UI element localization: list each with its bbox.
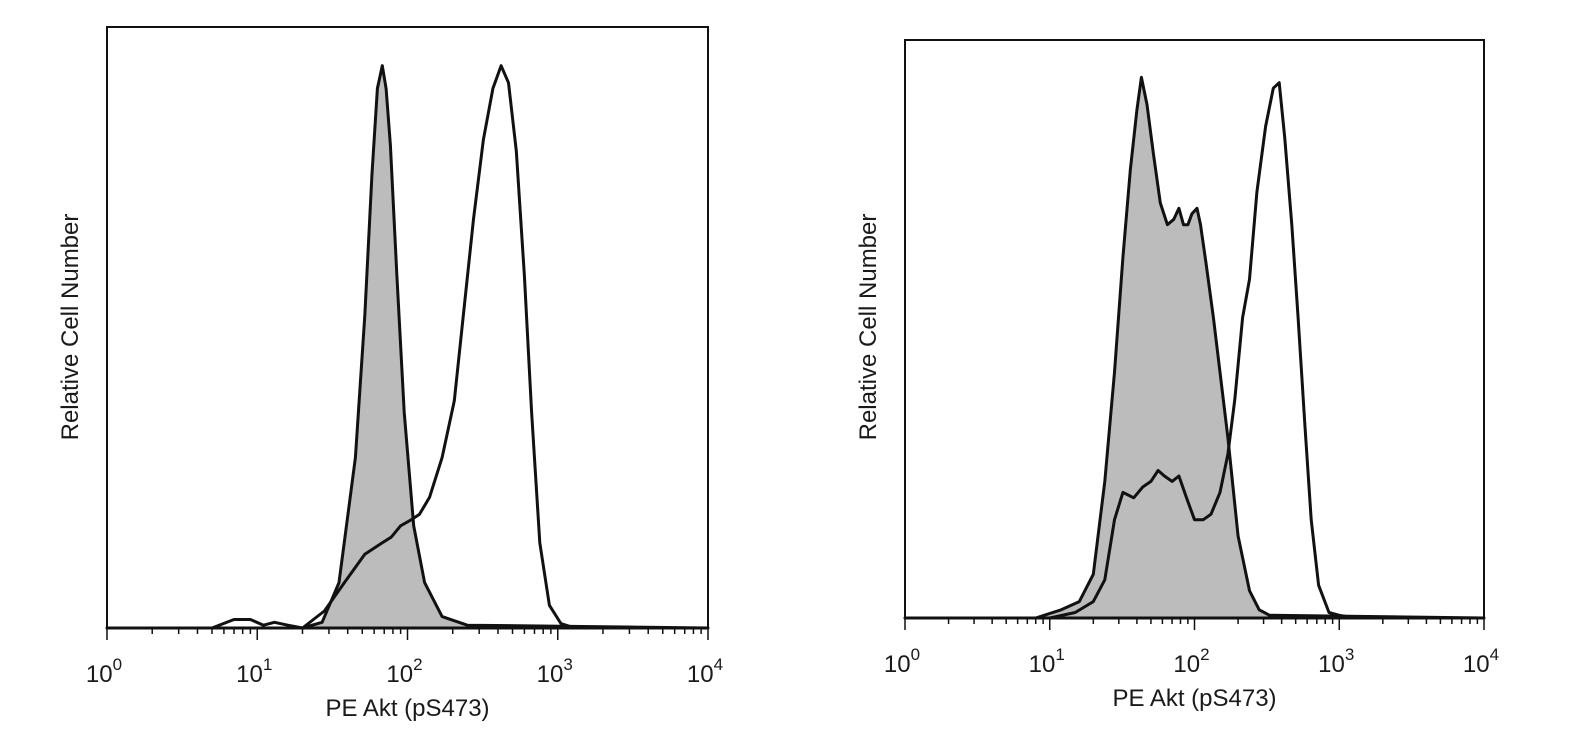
x-tick-label: 101 [236,655,272,688]
histogram-filled-series [105,64,710,630]
histogram-filled-series [903,75,1486,620]
x-tick-label: 104 [687,655,723,688]
y-axis-label: Relative Cell Number [855,214,882,441]
histogram-panel-right: 100 101 102 103 104 PE Akt (pS473) Relative Ce… [855,39,1499,712]
x-tick-label: 100 [86,655,122,688]
x-tick-label: 103 [1318,645,1354,678]
x-tick-label: 102 [386,655,422,688]
histogram-panel-left: 100 101 102 103 104 PE Akt (pS473) Relative Ce… [57,26,723,722]
x-axis-label: PE Akt (pS473) [1112,685,1276,712]
x-axis-label: PE Akt (pS473) [325,695,489,722]
x-tick-label: 100 [884,645,920,678]
x-tick-label: 104 [1463,645,1499,678]
histogram-outline-series [107,64,708,630]
histogram-outline-series [905,81,1484,620]
x-tick-label: 103 [537,655,573,688]
x-tick-label: 102 [1173,645,1209,678]
y-axis-label: Relative Cell Number [57,214,84,441]
x-tick-label: 101 [1029,645,1065,678]
